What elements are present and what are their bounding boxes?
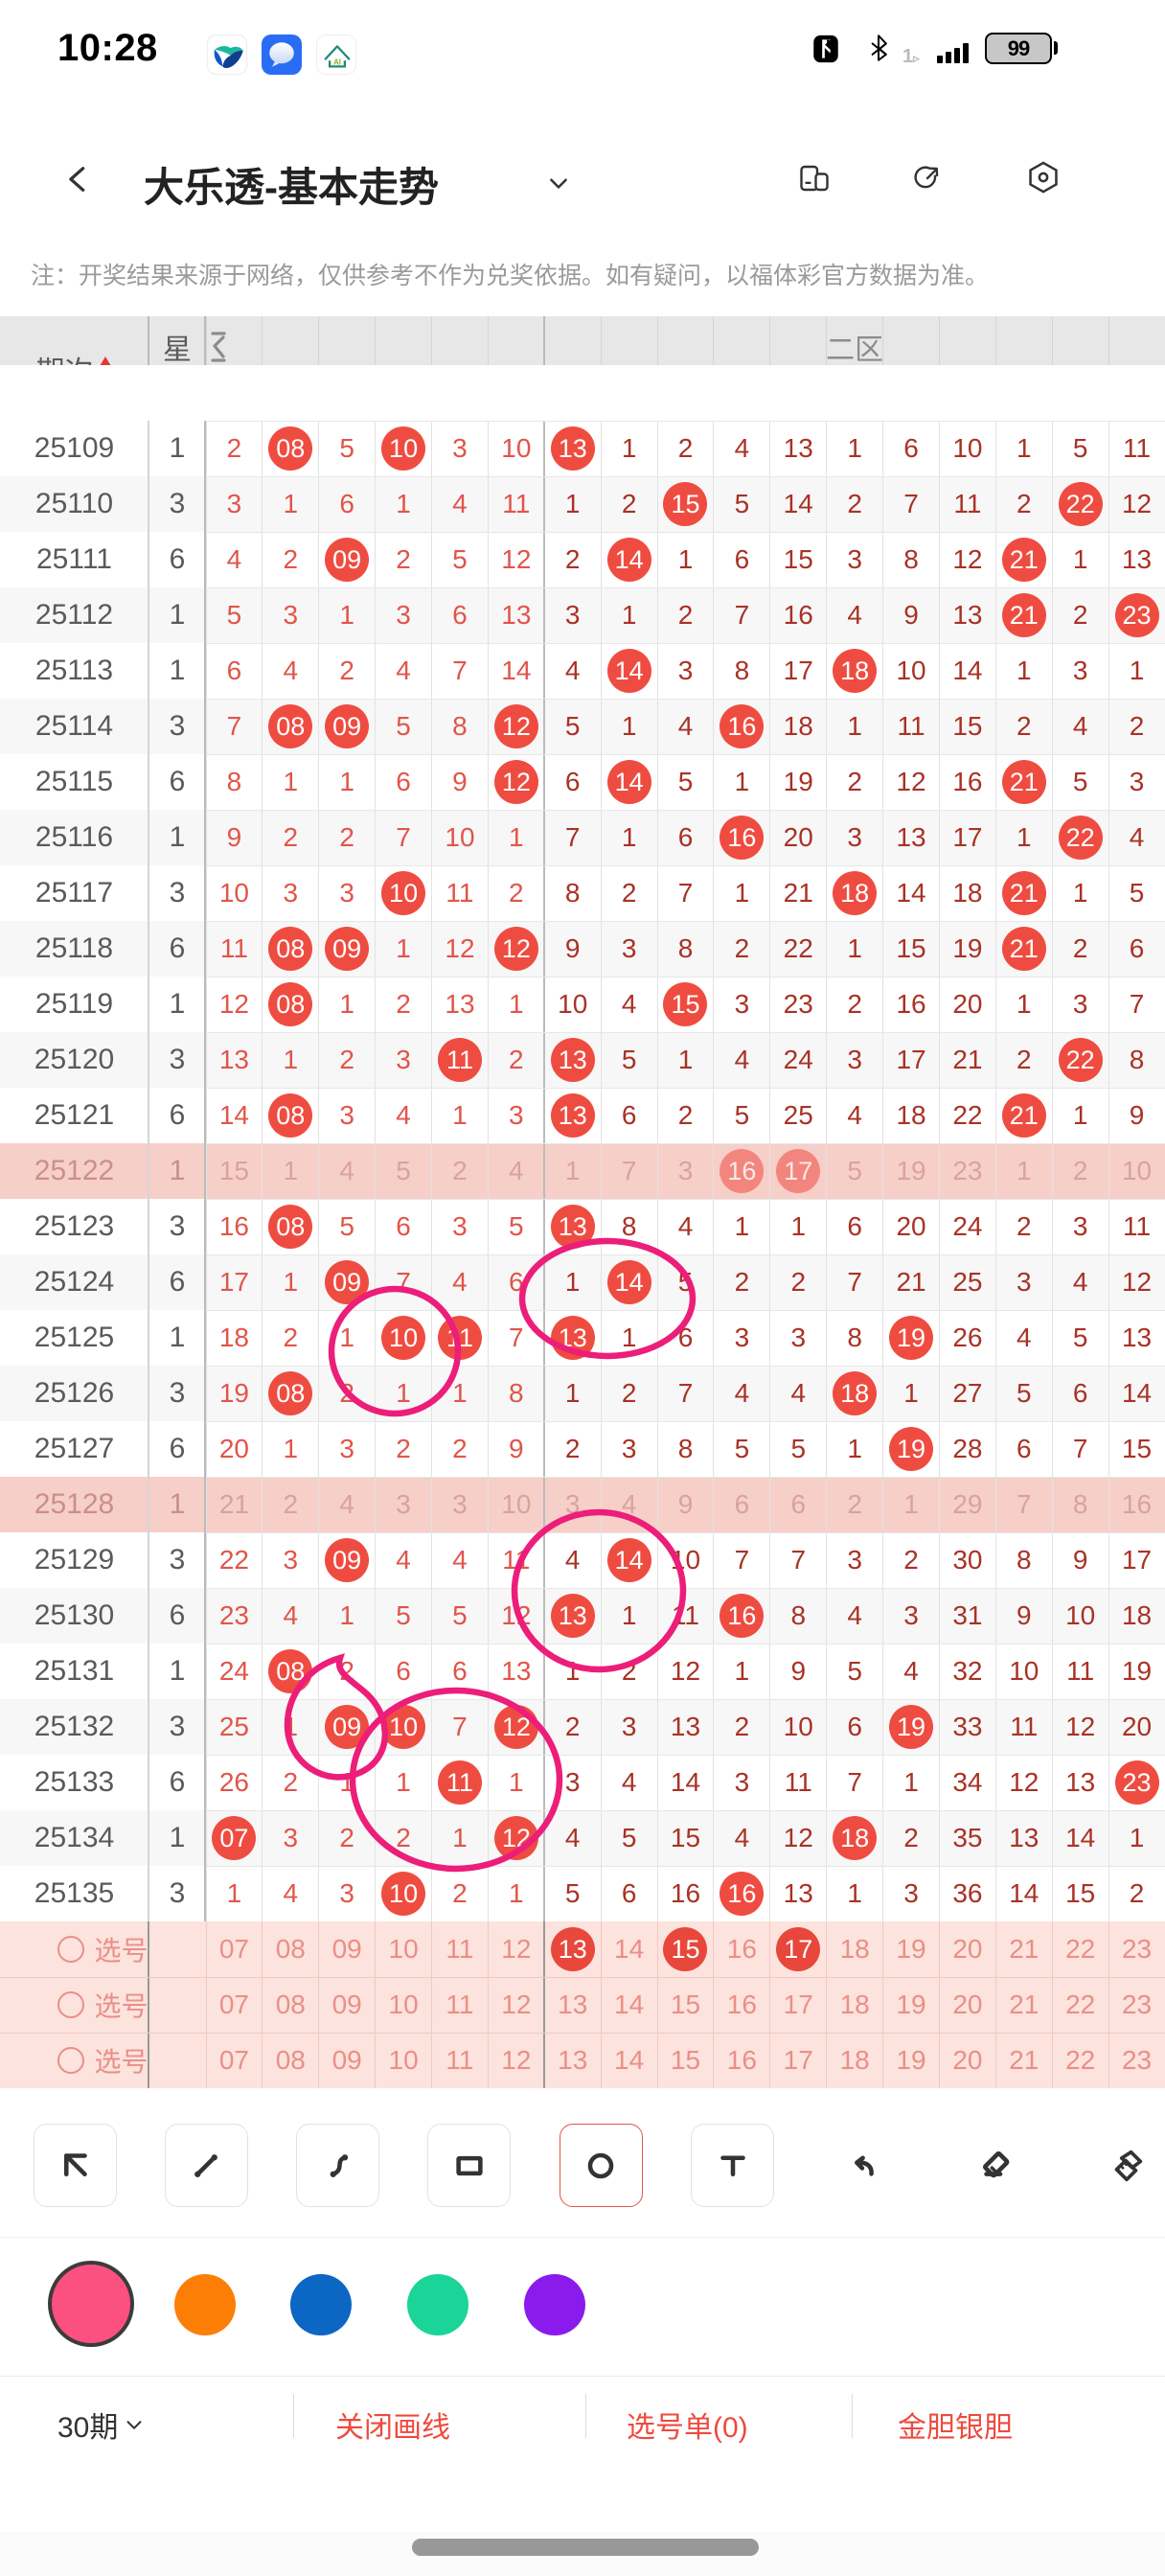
svg-text:AI: AI — [333, 58, 341, 66]
